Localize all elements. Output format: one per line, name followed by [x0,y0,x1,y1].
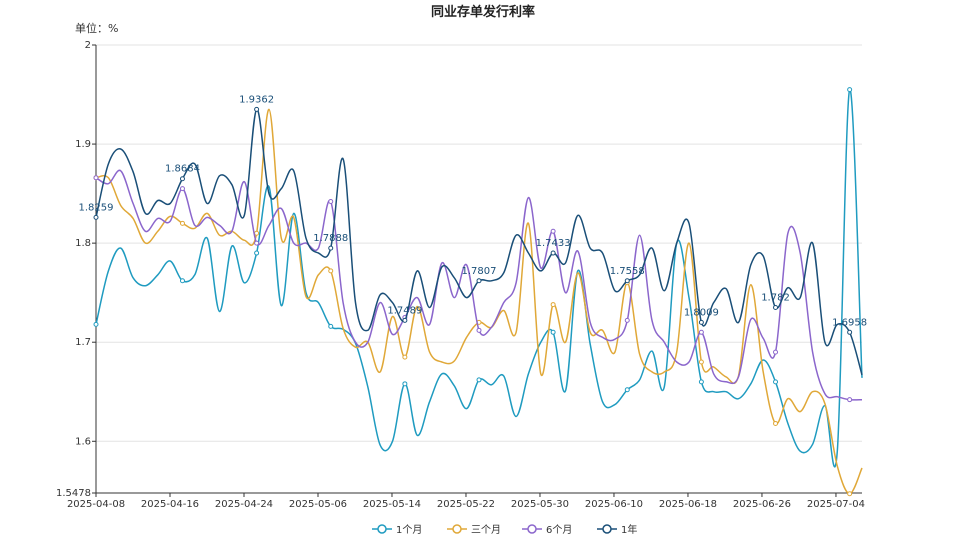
data-label: 1.7888 [313,233,348,244]
series-line-3 [95,108,863,376]
data-point [773,420,779,426]
legend[interactable]: 1个月 三个月 6个月 1年 [372,523,637,536]
data-point [476,377,482,383]
legend-label: 6个月 [546,524,572,536]
data-label: 1.782 [761,293,790,304]
data-point [402,354,408,360]
legend-marker [452,524,462,534]
series-line-2 [95,169,863,401]
data-point [847,491,853,497]
x-tick-label: 2025-05-30 [511,499,569,510]
data-label: 1.7489 [387,305,422,316]
y-unit-label: 单位：% [75,21,118,35]
data-point [179,176,185,182]
data-point [624,317,630,323]
data-label: 1.6958 [832,317,867,328]
data-point [179,278,185,284]
data-point [328,245,334,251]
data-point [624,278,630,284]
data-point [847,87,853,93]
chart-title: 同业存单发行利率 [431,4,535,20]
data-point [402,317,408,323]
data-point [550,329,556,335]
data-labels: 1.8259 1.8684 1.9362 1.7888 1.7489 1.7807 1.74… [79,94,868,328]
data-point [254,240,260,246]
data-point [476,327,482,333]
data-point [698,379,704,385]
y-tick-label: 1.8 [75,238,91,249]
legend-item-3[interactable]: 1年 [597,523,637,536]
data-label: 1.8684 [165,164,200,175]
legend-item-2[interactable]: 6个月 [522,524,572,536]
y-tick-label: 1.9 [75,139,91,150]
x-tick-label: 2025-05-06 [289,499,347,510]
y-tick-label: 1.7 [75,337,91,348]
data-point [698,319,704,325]
data-point [254,106,260,112]
series-line-1 [95,108,863,495]
data-label: 1.9362 [239,94,274,105]
legend-label: 三个月 [471,524,501,536]
data-point [550,250,556,256]
legend-marker [377,524,387,534]
data-point [476,278,482,284]
y-axis: 1.5478 1.6 1.7 1.8 1.9 2 [56,40,97,499]
data-point [773,305,779,311]
x-tick-label: 2025-06-18 [659,499,717,510]
data-point [624,387,630,393]
data-point [550,228,556,234]
data-label: 1.7807 [462,266,497,277]
series-line-0 [95,88,863,468]
x-axis: 2025-04-08 2025-04-16 2025-04-24 2025-05-06… [67,492,865,510]
data-point [698,359,704,365]
data-point [254,250,260,256]
data-point [328,199,334,205]
grid-lines [96,44,862,442]
legend-label: 1个月 [396,524,422,536]
legend-marker [527,524,537,534]
data-label: 1.8259 [79,202,114,213]
data-point [402,381,408,387]
legend-item-1[interactable]: 三个月 [447,524,501,536]
data-point [179,220,185,226]
data-point [328,323,334,329]
data-point [773,349,779,355]
data-point [328,268,334,274]
x-tick-label: 2025-07-04 [807,499,865,510]
x-tick-label: 2025-05-22 [437,499,495,510]
x-tick-label: 2025-06-26 [733,499,791,510]
x-tick-label: 2025-04-24 [215,499,273,510]
data-label: 1.7433 [536,238,571,249]
data-label: 1.8009 [684,307,719,318]
legend-marker [602,524,612,534]
data-point [773,379,779,385]
data-point [93,214,99,220]
data-point [93,175,99,181]
series-lines [93,87,863,497]
x-tick-label: 2025-05-14 [363,499,421,510]
legend-item-0[interactable]: 1个月 [372,524,422,536]
y-tick-label: 1.5478 [56,488,91,499]
data-label: 1.7558 [610,266,645,277]
x-tick-label: 2025-04-08 [67,499,125,510]
data-point [847,329,853,335]
data-point [254,230,260,236]
y-tick-label: 2 [85,40,91,51]
data-point [179,186,185,192]
data-point [847,397,853,403]
x-tick-label: 2025-06-10 [585,499,643,510]
data-point [550,302,556,308]
data-point [698,329,704,335]
y-tick-label: 1.6 [75,436,91,447]
legend-label: 1年 [621,523,637,536]
x-tick-label: 2025-04-16 [141,499,199,510]
data-point [93,321,99,327]
